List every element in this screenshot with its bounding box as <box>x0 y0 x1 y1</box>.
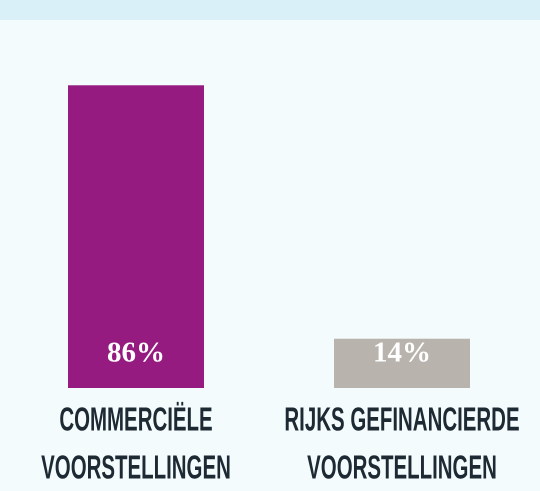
category-line: VOORSTELLINGEN <box>307 449 497 486</box>
category-line: RIJKS GEFINANCIERDE <box>284 401 519 438</box>
bar <box>68 85 204 388</box>
category-label-group: COMMERCIËLE VOORSTELLINGEN <box>41 401 231 486</box>
top-band <box>0 0 540 20</box>
bar <box>334 338 470 388</box>
value-label: 86% <box>107 337 165 369</box>
category-label-group: RIJKS GEFINANCIERDE VOORSTELLINGEN <box>284 401 519 486</box>
category-label: RIJKS GEFINANCIERDE VOORSTELLINGEN <box>284 401 519 486</box>
value-label: 14% <box>373 337 431 369</box>
category-label: COMMERCIËLE VOORSTELLINGEN <box>41 401 231 486</box>
category-line: VOORSTELLINGEN <box>41 449 231 486</box>
category-line: COMMERCIËLE <box>59 401 212 438</box>
